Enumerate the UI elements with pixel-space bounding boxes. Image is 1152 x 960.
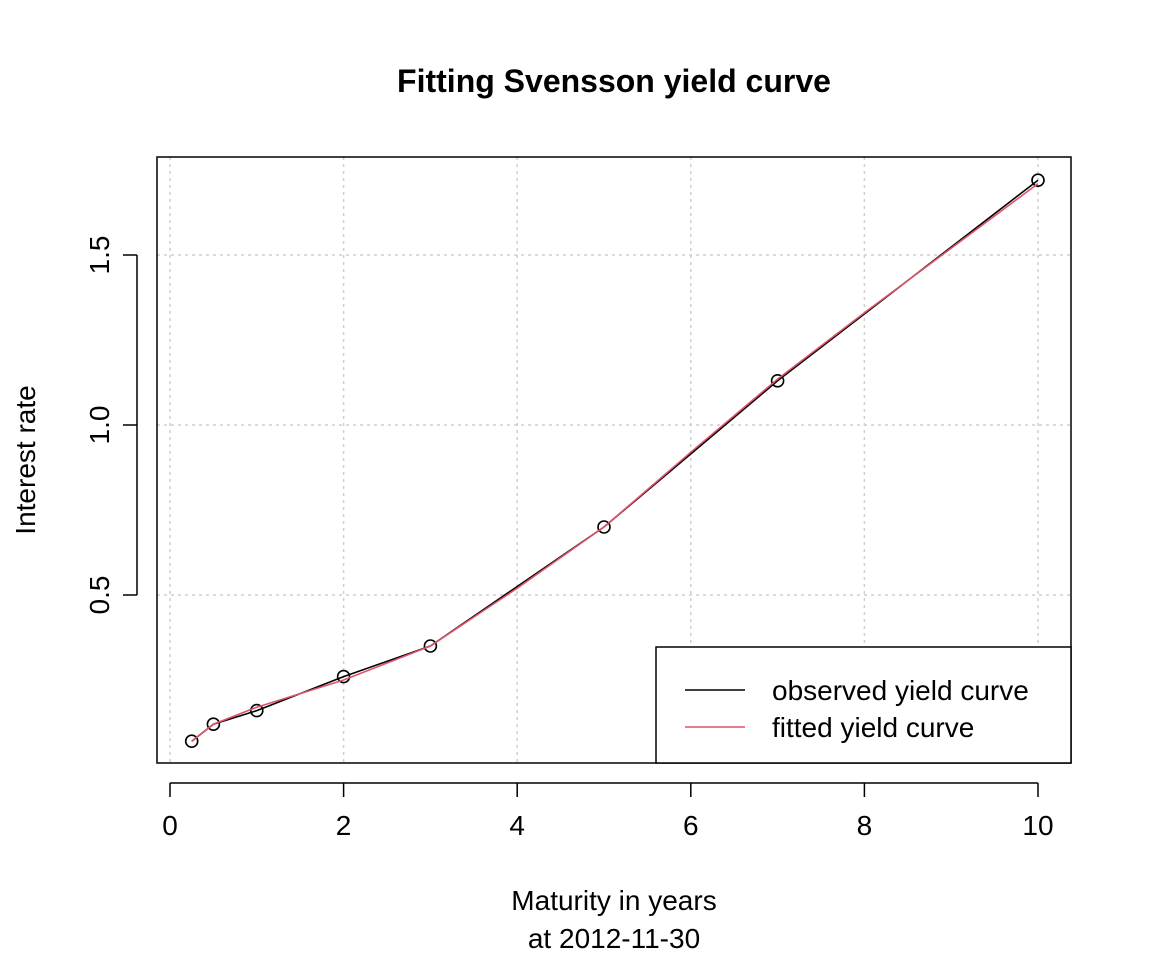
series-point-0 bbox=[336, 669, 351, 684]
legend-label-fitted: fitted yield curve bbox=[772, 712, 974, 743]
x-axis-sublabel: at 2012-11-30 bbox=[528, 923, 700, 954]
series-point-0 bbox=[597, 520, 611, 534]
x-tick-label: 10 bbox=[1022, 810, 1053, 841]
x-tick-label: 6 bbox=[683, 810, 699, 841]
y-tick-label: 1.5 bbox=[84, 236, 115, 275]
plot-frame bbox=[156, 156, 1072, 764]
series-point-0 bbox=[423, 639, 438, 653]
x-tick-label: 4 bbox=[509, 810, 525, 841]
chart-title: Fitting Svensson yield curve bbox=[397, 63, 831, 99]
x-axis-label: Maturity in years bbox=[511, 885, 716, 916]
series-point-0 bbox=[1031, 173, 1045, 187]
x-tick-label: 8 bbox=[857, 810, 873, 841]
y-axis-label: Interest rate bbox=[10, 385, 41, 534]
grid bbox=[157, 157, 1071, 763]
series-layer bbox=[184, 173, 1045, 749]
series-point-0 bbox=[184, 734, 199, 749]
y-axis: 0.5 1.0 1.5 bbox=[84, 236, 138, 615]
x-tick-label: 2 bbox=[336, 810, 352, 841]
legend-label-observed: observed yield curve bbox=[772, 675, 1029, 706]
series-point-0 bbox=[249, 703, 264, 718]
y-tick-label: 1.0 bbox=[84, 406, 115, 445]
series-point-0 bbox=[206, 717, 221, 732]
x-axis: 0 2 4 6 8 10 bbox=[162, 782, 1054, 841]
legend-box bbox=[655, 646, 1072, 764]
legend: observed yield curve fitted yield curve bbox=[655, 646, 1072, 764]
x-tick-label: 0 bbox=[162, 810, 178, 841]
y-tick-label: 0.5 bbox=[84, 576, 115, 615]
series-line-1 bbox=[191, 182, 1039, 742]
series-point-0 bbox=[770, 373, 785, 388]
